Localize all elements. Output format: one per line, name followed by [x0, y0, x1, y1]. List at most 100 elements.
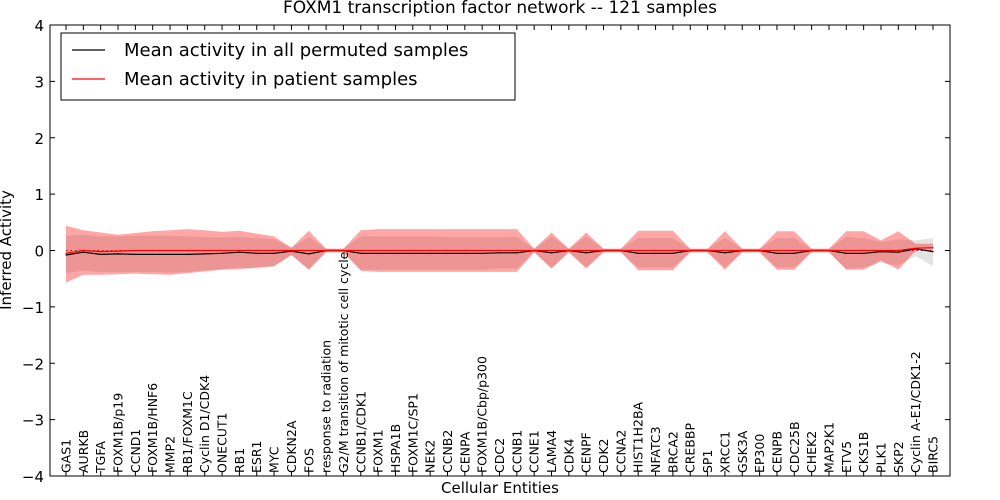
- point-permuted-35: [672, 252, 674, 254]
- x-tick-label: FOXM1B/p19: [111, 393, 126, 473]
- point-patient-5: [152, 249, 154, 252]
- point-permuted-34: [654, 252, 657, 254]
- x-tick-label: CDK2: [596, 438, 611, 473]
- point-patient-39: [741, 249, 743, 252]
- point-patient-18: [377, 249, 379, 252]
- confidence-bands: [66, 225, 933, 283]
- point-patient-40: [759, 249, 761, 252]
- point-permuted-28: [550, 252, 553, 254]
- point-permuted-7: [186, 253, 188, 256]
- point-patient-42: [793, 249, 795, 252]
- point-permuted-33: [637, 252, 639, 254]
- y-axis-ticks: −4 −3 −2 −1 0 1 2 3 4: [22, 17, 950, 486]
- x-tick-label: FOXM1B/HNF6: [145, 383, 160, 473]
- point-patient-10: [238, 249, 240, 252]
- point-permuted-12: [273, 252, 275, 254]
- point-permuted-42: [793, 252, 795, 254]
- y-tick-label: 4: [34, 17, 44, 35]
- x-tick-label: FOS: [301, 448, 316, 473]
- point-patient-28: [550, 249, 553, 252]
- point-permuted-4: [134, 253, 136, 256]
- x-tick-label: RB1/FOXM1C: [180, 391, 195, 473]
- band-patient: [66, 225, 933, 283]
- point-permuted-48: [897, 251, 899, 253]
- x-tick-label: CDC25B: [787, 421, 802, 473]
- x-tick-label: G2/M transition of mitotic cell cycle: [336, 251, 351, 473]
- point-patient-15: [325, 249, 327, 252]
- x-tick-label: SP1: [700, 450, 715, 473]
- x-tick-label: ESR1: [249, 441, 264, 473]
- point-permuted-14: [308, 253, 310, 255]
- legend-label-permuted: Mean activity in all permuted samples: [124, 40, 468, 61]
- point-permuted-21: [429, 252, 431, 254]
- x-tick-label: CKS1B: [856, 432, 871, 473]
- point-patient-22: [446, 249, 449, 252]
- y-tick-label: −4: [22, 468, 44, 486]
- x-tick-label: CCNB1: [509, 430, 524, 473]
- y-tick-label: 2: [34, 130, 44, 148]
- point-patient-2: [100, 251, 102, 253]
- legend-box: [60, 32, 516, 101]
- point-patient-36: [689, 249, 691, 252]
- x-tick-label: Cyclin D1/CDK4: [197, 375, 212, 473]
- x-tick-label: GAS1: [59, 439, 74, 473]
- point-permuted-18: [377, 252, 379, 254]
- point-patient-35: [672, 249, 674, 252]
- x-tick-label: SKP2: [891, 441, 906, 473]
- point-patient-12: [273, 249, 275, 252]
- x-tick-label: CCNB1/CDK1: [353, 391, 368, 473]
- point-permuted-26: [516, 252, 518, 254]
- point-permuted-9: [221, 252, 223, 254]
- point-permuted-47: [880, 251, 882, 253]
- x-tick-label: MMP2: [163, 436, 178, 473]
- point-patient-19: [394, 249, 397, 252]
- point-patient-32: [620, 249, 622, 252]
- point-patient-14: [308, 249, 310, 252]
- x-tick-label: CENPA: [457, 431, 472, 473]
- point-patient-46: [863, 249, 865, 252]
- legend-label-patient: Mean activity in patient samples: [124, 69, 418, 90]
- y-tick-label: −2: [22, 355, 44, 373]
- x-tick-label: CCND1: [128, 429, 143, 473]
- point-patient-17: [360, 249, 362, 252]
- x-tick-label: CCNA2: [613, 430, 628, 473]
- point-permuted-24: [481, 252, 483, 254]
- x-tick-label: CREBBP: [683, 423, 698, 473]
- point-permuted-30: [585, 252, 587, 254]
- point-permuted-0: [65, 254, 67, 256]
- point-permuted-25: [498, 252, 501, 254]
- point-permuted-17: [360, 252, 362, 254]
- point-patient-49: [915, 247, 917, 249]
- x-tick-label: PLK1: [873, 442, 888, 473]
- x-tick-label: NFATC3: [648, 426, 663, 473]
- point-permuted-11: [256, 252, 258, 254]
- x-tick-label: CCNE1: [527, 430, 542, 473]
- x-tick-label: GSK3A: [735, 430, 750, 473]
- point-patient-34: [654, 249, 657, 252]
- point-patient-30: [585, 249, 587, 252]
- x-axis-ticks: GAS1 AURKB TGFA FOXM1B/p19 CCND1 FOXM1B/HNF6 M…: [59, 25, 941, 476]
- point-patient-1: [82, 249, 84, 252]
- x-tick-label: CCNB2: [440, 430, 455, 473]
- point-patient-47: [880, 249, 882, 252]
- x-tick-label: MAP2K1: [821, 422, 836, 473]
- x-tick-label: ETV5: [839, 441, 854, 473]
- x-tick-label: CENPF: [579, 432, 594, 473]
- point-patient-16: [342, 249, 345, 252]
- x-tick-label: ONECUT1: [215, 412, 230, 473]
- point-patient-23: [464, 249, 466, 252]
- point-patient-29: [568, 249, 570, 252]
- point-permuted-5: [152, 253, 154, 256]
- point-patient-7: [186, 249, 188, 252]
- point-permuted-20: [412, 252, 414, 254]
- point-patient-20: [412, 249, 414, 252]
- y-tick-label: −3: [22, 412, 44, 430]
- point-permuted-45: [845, 252, 847, 254]
- point-patient-0: [65, 252, 67, 254]
- point-patient-11: [256, 249, 258, 252]
- point-patient-37: [706, 249, 709, 252]
- x-tick-label: MYC: [267, 446, 282, 473]
- x-tick-label: RB1: [232, 448, 247, 473]
- x-tick-label: FOXM1B/Cbp/p300: [475, 356, 490, 473]
